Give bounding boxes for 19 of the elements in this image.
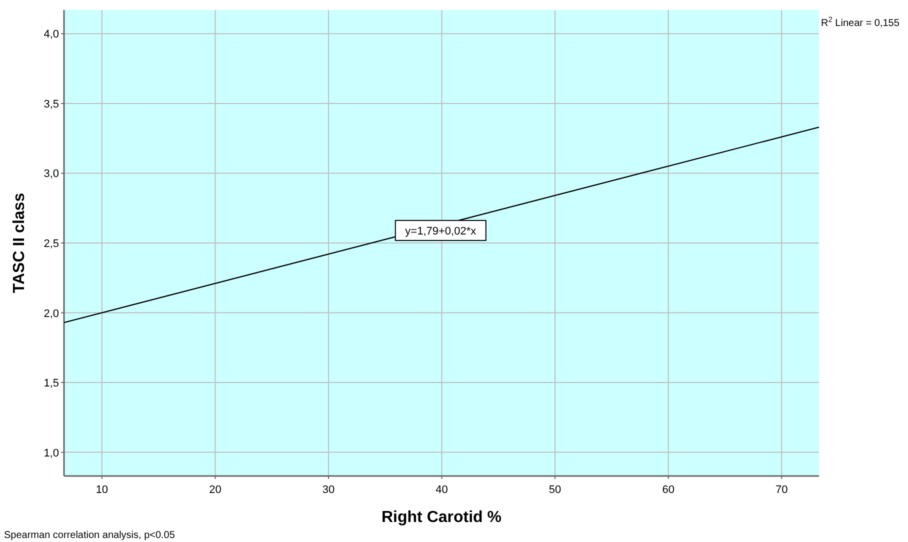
x-tick-label: 70 [775,484,788,496]
text: R$^{2}$ Linear = 0,155 [821,14,900,29]
annotation: y=1,79+0,02*x [405,225,477,238]
text: Spearman correlation analysis, p<0.05 [4,530,176,541]
y-axis-title: TASC II class [11,192,28,294]
x-tick-label: 40 [436,484,448,496]
y-tick-label: 1,0 [44,447,59,460]
x-tick-label: 60 [662,484,674,496]
y-tick-label: 3,0 [44,168,59,180]
x-tick-label: 10 [96,484,108,496]
y-tick-label: 1,5 [44,378,59,390]
y-tick-label: 4,0 [44,28,59,41]
y-tick-label: 3,5 [44,98,59,110]
x-tick-label: 50 [548,484,562,496]
x-axis-title: Right Carotid % [382,509,502,526]
x-tick-label: 30 [322,484,335,496]
x-tick-label: 20 [209,484,222,496]
y-tick-label: 2,0 [44,308,59,320]
y-tick-label: 2,5 [44,238,59,250]
